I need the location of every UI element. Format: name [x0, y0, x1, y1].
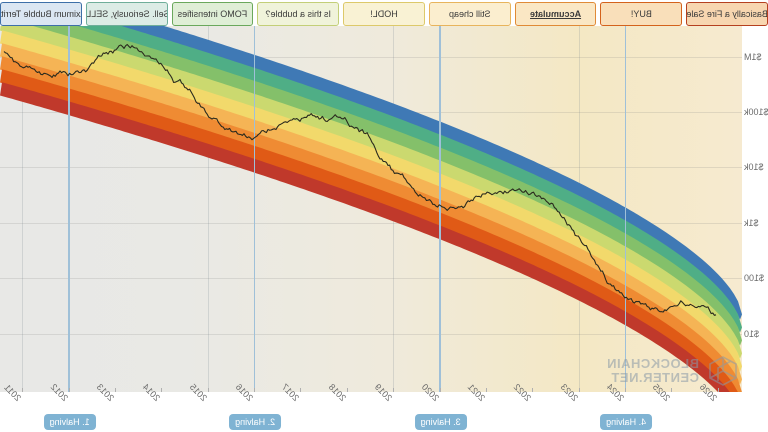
x-axis-tick-mark	[578, 388, 580, 392]
y-axis-tick-label: $10k	[744, 162, 764, 173]
legend-item-label: Basically a Fire Sale	[686, 8, 768, 19]
plot-area	[0, 26, 742, 392]
x-axis-tick-mark	[300, 388, 302, 392]
legend-item-7[interactable]: Sell. Seriously, SELL!	[85, 2, 168, 26]
x-axis-tick-mark	[717, 388, 719, 392]
x-axis-tick-mark	[671, 388, 673, 392]
y-axis-tick-label: $1M	[744, 51, 762, 62]
legend-item-6[interactable]: FOMO intensifies	[171, 2, 254, 26]
rainbow-band-0	[0, 82, 742, 392]
halving-badge-2[interactable]: 2. Halving	[229, 414, 282, 430]
halving-badge-3[interactable]: 3. Halving	[414, 414, 467, 430]
legend-item-8[interactable]: Maximum Bubble Territory	[0, 2, 82, 26]
x-axis-tick-mark	[68, 388, 70, 392]
legend-item-label: Accumulate	[530, 8, 582, 19]
y-axis-tick-label: $100k	[744, 106, 768, 117]
x-axis-tick-mark	[114, 388, 116, 392]
watermark-line-1: BLOCKCHAIN	[606, 356, 699, 372]
x-axis-tick-mark	[393, 388, 395, 392]
legend-item-label: Maximum Bubble Territory	[0, 8, 82, 19]
legend-item-label: Is this a bubble?	[265, 8, 331, 19]
watermark-line-2: CENTER.NET	[610, 370, 699, 385]
y-axis-tick-label: $10	[744, 328, 760, 339]
x-axis-tick-mark	[439, 388, 441, 392]
y-axis-tick-label: $100	[744, 273, 765, 284]
legend-item-label: BUY!	[630, 8, 652, 19]
blockchaincenter-watermark: BLOCKCHAIN CENTER.NET	[607, 354, 740, 388]
y-axis-tick-label: $1k	[744, 217, 759, 228]
legend-item-2[interactable]: Accumulate	[514, 2, 597, 26]
legend-item-1[interactable]: BUY!	[600, 2, 683, 26]
halving-badge-1[interactable]: 1. Halving	[43, 414, 96, 430]
legend-item-3[interactable]: Still cheap	[428, 2, 511, 26]
price-line-path	[3, 43, 717, 316]
x-axis-tick-mark	[625, 388, 627, 392]
x-axis-tick-mark	[207, 388, 209, 392]
legend-item-label: FOMO intensifies	[177, 8, 248, 19]
watermark-text: BLOCKCHAIN CENTER.NET	[606, 356, 699, 385]
legend-item-0[interactable]: Basically a Fire Sale	[686, 2, 768, 26]
x-axis-tick-mark	[22, 388, 24, 392]
y-axis: $1M $100k $10k $1k $100 $10	[742, 26, 768, 392]
x-axis-tick-mark	[485, 388, 487, 392]
legend-item-5[interactable]: Is this a bubble?	[257, 2, 340, 26]
halving-badge-4[interactable]: 4. Halving	[600, 414, 653, 430]
legend-item-4[interactable]: HODL!	[343, 2, 425, 26]
legend-item-label: Sell. Seriously, SELL!	[85, 8, 168, 19]
legend-item-label: Still cheap	[449, 8, 491, 19]
rainbow-band-legend: Basically a Fire Sale BUY! Accumulate Still…	[0, 0, 768, 26]
btc-price-line	[3, 43, 717, 316]
legend-item-label: HODL!	[370, 8, 398, 19]
x-axis-tick-mark	[161, 388, 163, 392]
x-axis-tick-mark	[254, 388, 256, 392]
cube-logo-icon	[709, 356, 737, 386]
x-axis-tick-mark	[346, 388, 348, 392]
x-axis-tick-mark	[532, 388, 534, 392]
rainbow-bands	[0, 26, 742, 392]
